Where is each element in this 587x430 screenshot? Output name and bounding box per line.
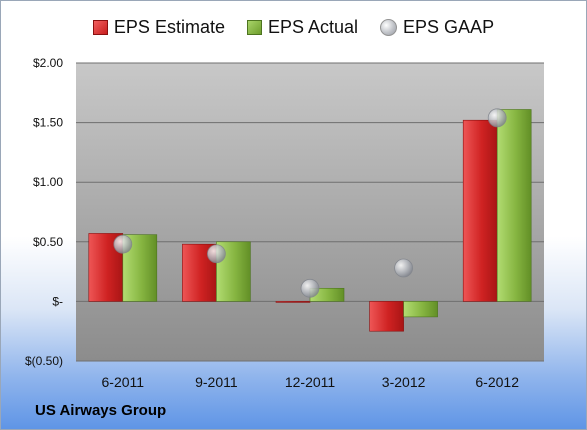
gaap-marker bbox=[300, 278, 320, 298]
legend-label-estimate: EPS Estimate bbox=[113, 17, 225, 37]
gaap-markers bbox=[113, 108, 507, 298]
bar-estimate bbox=[462, 119, 498, 302]
y-axis-ticks: $(0.50) $- $0.50 $1.00 $1.50 $2.00 bbox=[25, 56, 63, 368]
gaap-swatch bbox=[380, 19, 398, 36]
legend-item-actual: EPS Actual bbox=[246, 17, 359, 38]
y-tick-label: $- bbox=[52, 294, 63, 308]
legend-item-gaap: EPS GAAP bbox=[380, 17, 494, 38]
y-tick-label: $0.50 bbox=[33, 235, 63, 249]
bar-estimate bbox=[275, 301, 311, 303]
x-axis-categories: 6-2011 9-2011 12-2011 3-2012 6-2012 bbox=[102, 374, 520, 390]
legend: EPS Estimate EPS Actual EPS GAAP bbox=[1, 17, 586, 38]
legend-item-estimate: EPS Estimate bbox=[92, 17, 225, 38]
y-tick-label: $1.50 bbox=[33, 116, 63, 130]
bar-estimate bbox=[369, 301, 404, 332]
y-tick-label: $(0.50) bbox=[25, 354, 63, 368]
x-category-label: 12-2011 bbox=[285, 374, 336, 390]
gaap-marker bbox=[206, 244, 226, 264]
x-category-label: 6-2011 bbox=[102, 374, 145, 390]
x-category-label: 3-2012 bbox=[382, 374, 426, 390]
x-category-label: 9-2011 bbox=[195, 374, 238, 390]
bar-actual bbox=[496, 109, 532, 302]
gaap-marker bbox=[394, 258, 414, 278]
company-name: US Airways Group bbox=[35, 402, 167, 419]
legend-label-gaap: EPS GAAP bbox=[403, 17, 495, 37]
x-category-label: 6-2012 bbox=[475, 374, 519, 390]
y-tick-label: $2.00 bbox=[33, 56, 63, 70]
gaap-marker bbox=[113, 234, 133, 254]
bars bbox=[88, 109, 532, 332]
actual-swatch bbox=[246, 20, 262, 35]
estimate-swatch bbox=[92, 20, 108, 35]
bar-actual bbox=[403, 301, 438, 318]
legend-label-actual: EPS Actual bbox=[267, 17, 359, 37]
y-tick-label: $1.00 bbox=[33, 175, 63, 189]
gaap-marker bbox=[487, 108, 507, 128]
